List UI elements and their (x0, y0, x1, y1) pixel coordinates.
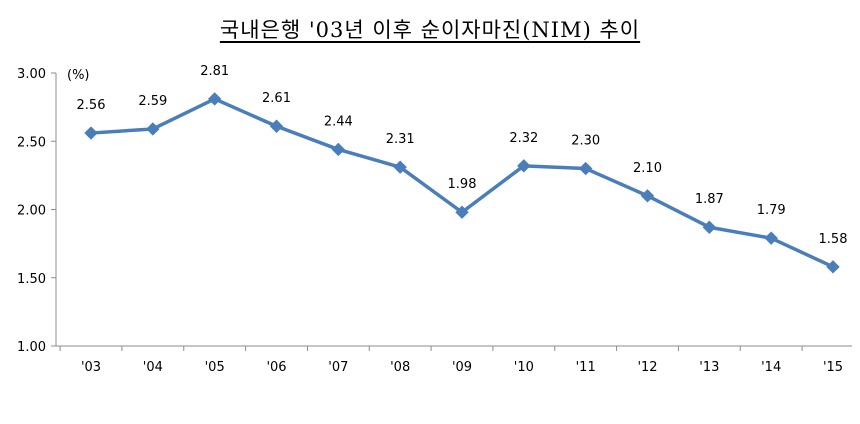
chart-title: 국내은행 '03년 이후 순이자마진(NIM) 추이 (0, 14, 860, 44)
x-tick-label: '12 (637, 360, 657, 375)
data-point-marker (455, 205, 469, 219)
x-tick-label: '09 (452, 360, 472, 375)
data-label: 1.79 (757, 203, 786, 218)
data-label: 2.30 (571, 134, 600, 149)
data-label: 1.87 (695, 192, 724, 207)
x-tick-label: '11 (576, 360, 596, 375)
x-tick-label: '03 (81, 360, 101, 375)
data-label: 1.98 (448, 177, 477, 192)
data-label: 2.81 (200, 64, 229, 79)
y-tick-label: 2.50 (17, 135, 46, 150)
x-tick-label: '06 (266, 360, 286, 375)
x-tick-label: '08 (390, 360, 410, 375)
data-point-marker (146, 122, 160, 136)
data-point-marker (84, 126, 98, 140)
data-label: 2.59 (138, 94, 167, 109)
data-point-marker (331, 142, 346, 157)
data-point-marker (764, 231, 778, 245)
data-label: 2.31 (386, 132, 415, 147)
data-point-marker (517, 159, 531, 173)
y-tick-label: 1.50 (17, 272, 46, 287)
data-label: 2.32 (509, 131, 538, 146)
x-axis-ticks: '03 '04 '05 '06 '07 '08 '09 '10 '11 '12 '13 '14 '15 (59, 346, 843, 375)
x-tick-label: '07 (328, 360, 348, 375)
data-label: 2.44 (324, 114, 353, 129)
x-tick-label: '05 (205, 360, 225, 375)
y-axis-ticks: 1.00 1.50 2.00 2.50 3.00 (17, 67, 56, 355)
axes (55, 73, 852, 347)
data-point-marker (393, 160, 407, 174)
x-tick-label: '14 (761, 360, 781, 375)
data-label: 2.10 (633, 161, 662, 176)
data-point-marker (826, 260, 840, 274)
y-tick-label: 1.00 (17, 340, 46, 355)
series-layer: 2.56 2.59 2.81 2.61 2.44 2.31 1.98 2.32 2.30 2.10… (77, 64, 848, 274)
data-point-marker (702, 220, 717, 234)
data-label: 2.61 (262, 91, 291, 106)
data-label: 2.56 (77, 98, 106, 113)
data-point-marker (640, 189, 655, 203)
x-tick-label: '15 (823, 360, 843, 375)
x-tick-label: '10 (514, 360, 534, 375)
data-point-marker (578, 161, 593, 176)
y-axis-unit-label: (%) (67, 68, 90, 83)
y-tick-label: 3.00 (17, 67, 46, 82)
x-tick-label: '04 (143, 360, 163, 375)
data-point-marker (269, 119, 284, 133)
data-label: 1.58 (819, 232, 848, 247)
chart-title-text: 국내은행 '03년 이후 순이자마진(NIM) 추이 (219, 18, 641, 42)
y-tick-label: 2.00 (17, 204, 46, 219)
data-point-marker (207, 92, 222, 106)
x-tick-label: '13 (699, 360, 719, 375)
